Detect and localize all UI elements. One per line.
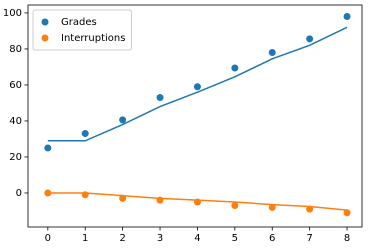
point [81,130,89,138]
point [156,196,164,204]
y-tick-label: 80 [9,44,22,55]
point [81,191,89,199]
point [156,94,164,102]
legend-label: Interruptions [61,33,125,44]
point [193,83,201,91]
point [119,194,127,202]
x-tick-label: 1 [82,233,88,244]
fit-line [47,26,348,142]
x-tick-label: 5 [232,233,238,244]
x-tick-label: 8 [344,233,350,244]
legend: Grades Interruptions [32,9,132,51]
point [231,64,239,72]
point [306,205,314,213]
point [343,209,351,217]
y-tick-label: 100 [3,8,22,19]
point [343,13,351,21]
point [44,144,52,152]
x-tick-label: 4 [194,233,200,244]
point [193,198,201,206]
legend-marker [41,34,49,42]
point [231,202,239,210]
y-tick-label: 60 [9,80,22,91]
point [268,203,276,211]
x-tick-label: 7 [306,233,312,244]
x-tick-label: 6 [269,233,275,244]
x-tick-label: 3 [157,233,163,244]
y-tick-label: 0 [16,188,22,199]
y-tick-label: 40 [9,116,22,127]
x-tick-label: 2 [119,233,125,244]
point [119,116,127,124]
point [268,49,276,57]
point [44,189,52,197]
point [306,35,314,43]
x-tick-label: 0 [45,233,51,244]
legend-marker [41,18,49,26]
legend-box [32,9,132,51]
y-tick-label: 20 [9,152,22,163]
legend-label: Grades [61,17,97,28]
plot-frame [27,4,363,228]
